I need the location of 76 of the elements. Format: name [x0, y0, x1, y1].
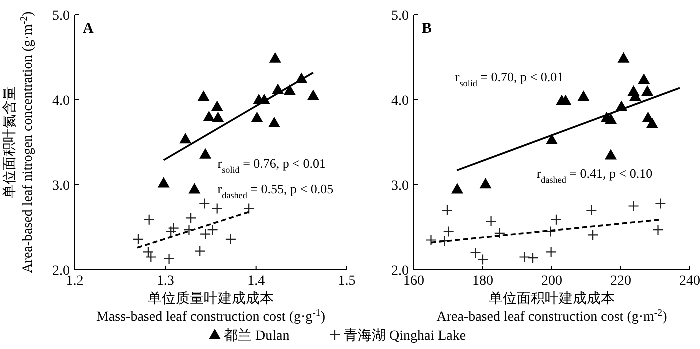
- point: [164, 253, 175, 264]
- point: [199, 198, 210, 210]
- point: [550, 214, 562, 226]
- annotation: r$_{dashed}$ = 0.41, p < 0.10: [536, 166, 653, 186]
- point: [168, 222, 180, 234]
- chart-title: A: [83, 21, 94, 37]
- x-tick-label: 240: [680, 274, 700, 289]
- point: [578, 90, 590, 102]
- point: [652, 224, 664, 236]
- x-tick-label: 200: [542, 274, 562, 289]
- legend-label: 青海湖 Qinghai Lake: [344, 328, 466, 344]
- point: [166, 226, 177, 238]
- point: [158, 177, 170, 188]
- y-tick-label: 5.0: [52, 9, 70, 24]
- x-tick-label: 1.5: [338, 274, 356, 289]
- point: [307, 90, 320, 100]
- point: [451, 183, 464, 194]
- point: [545, 226, 556, 238]
- annotation: r$_{solid}$ = 0.76, p < 0.01: [218, 156, 326, 175]
- point: [426, 234, 437, 246]
- point: [211, 100, 224, 112]
- point: [646, 118, 658, 128]
- point: [180, 133, 192, 144]
- point: [486, 216, 497, 228]
- point: [200, 148, 212, 159]
- x-tick-label: 160: [404, 274, 424, 289]
- y-tick-label: 4.0: [52, 94, 70, 109]
- point: [203, 111, 216, 122]
- point: [494, 228, 506, 239]
- x-tick-label: 1.4: [248, 274, 266, 289]
- point: [546, 246, 557, 258]
- point: [244, 203, 255, 214]
- y-tick-label: 4.0: [392, 94, 409, 109]
- point: [586, 204, 598, 216]
- point: [443, 226, 454, 238]
- point: [546, 134, 558, 144]
- point: [188, 183, 201, 194]
- point: [527, 252, 539, 264]
- y-tick-label: 5.0: [392, 9, 409, 24]
- point: [560, 94, 572, 106]
- point: [604, 114, 617, 124]
- point: [144, 214, 155, 226]
- point: [655, 198, 666, 210]
- point: [194, 246, 206, 257]
- point: [200, 228, 212, 240]
- legend-label: 都兰 Dulan: [224, 328, 290, 344]
- point: [198, 90, 210, 102]
- chart-title: B: [422, 21, 432, 37]
- point: [642, 86, 654, 96]
- x-axis-title: 单位面积叶建成成本 Area-based leaf construction cost (g·m$^{-2}$): [436, 291, 668, 325]
- point: [212, 203, 223, 214]
- point: [225, 234, 236, 245]
- point: [251, 112, 264, 122]
- point: [207, 224, 218, 236]
- point: [212, 112, 224, 122]
- point: [268, 116, 280, 128]
- point: [269, 52, 282, 63]
- x-tick-label: 220: [610, 274, 632, 289]
- point: [604, 149, 617, 160]
- x-tick-label: 1.2: [66, 274, 84, 289]
- y-tick-label: 3.0: [52, 179, 70, 194]
- y-tick-label: 3.0: [392, 179, 409, 194]
- x-tick-label: 180: [472, 274, 494, 289]
- point: [132, 234, 144, 245]
- x-axis-title: 单位质量叶建成成本 Mass-based leaf construction cost (g·g$^{-1}$): [96, 291, 326, 325]
- point: [618, 52, 630, 63]
- point: [186, 212, 197, 224]
- point: [442, 204, 454, 216]
- point: [588, 230, 599, 241]
- annotation: r$_{dashed}$ = 0.55, p < 0.05: [218, 182, 334, 200]
- point: [480, 178, 492, 189]
- annotation: r$_{solid}$ = 0.70, p < 0.01: [455, 69, 564, 88]
- point: [628, 200, 640, 212]
- point: [638, 74, 650, 84]
- point: [519, 252, 530, 263]
- x-tick-label: 1.3: [156, 274, 174, 289]
